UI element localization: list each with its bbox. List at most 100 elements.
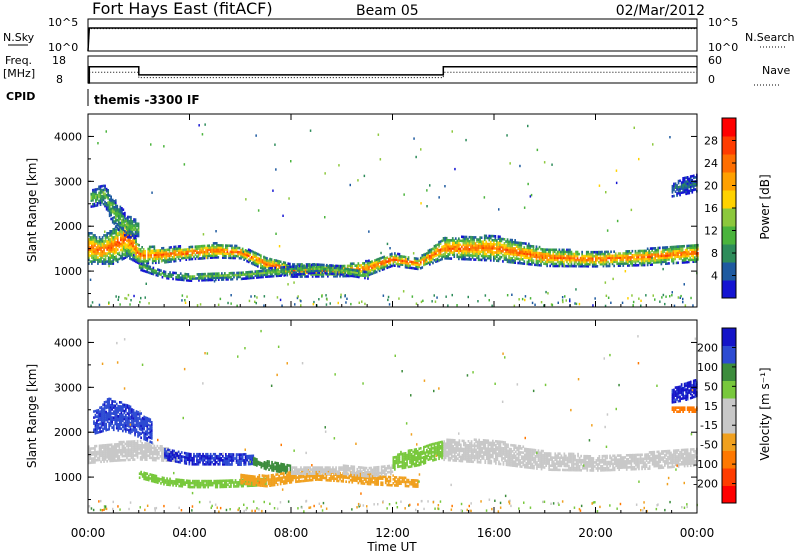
power-band-0-cell bbox=[438, 243, 440, 246]
velocity-band-0-cell bbox=[92, 457, 95, 460]
velocity-band-0-cell bbox=[101, 458, 104, 461]
velocity-band-1-cell bbox=[125, 422, 127, 425]
power-band-0-cell bbox=[588, 258, 591, 262]
power-scatter-cell bbox=[148, 302, 150, 305]
power-band-0-cell bbox=[488, 242, 491, 246]
power-band-0-cell bbox=[432, 253, 434, 257]
power-scatter-cell bbox=[630, 208, 633, 212]
velocity-band-1-cell bbox=[102, 403, 104, 407]
power-band-0-cell bbox=[200, 249, 203, 252]
power-band-0-cell bbox=[135, 256, 137, 259]
power-band-0-cell bbox=[132, 248, 134, 252]
power-band-0-cell bbox=[103, 244, 105, 247]
power-scatter-cell bbox=[340, 293, 342, 296]
power-band-0-cell bbox=[520, 262, 523, 265]
velocity-band-0-cell bbox=[147, 454, 150, 457]
power-band-0-cell bbox=[407, 262, 410, 265]
power-band-0-cell bbox=[135, 246, 137, 249]
power-band-2-cell bbox=[133, 218, 135, 221]
power-band-0-cell bbox=[677, 255, 679, 258]
power-band-0-cell bbox=[165, 252, 168, 256]
velocity-band-1-cell bbox=[132, 429, 135, 432]
power-scatter-cell bbox=[144, 296, 146, 299]
velocity-band-1-cell bbox=[125, 407, 127, 411]
power-band-0-cell bbox=[686, 246, 688, 250]
power-band-0-cell bbox=[468, 241, 471, 245]
velocity-band-0-cell bbox=[161, 447, 163, 450]
power-band-0-cell bbox=[185, 252, 188, 255]
velocity-band-1-cell bbox=[144, 416, 147, 419]
power-band-0-cell bbox=[127, 254, 130, 257]
power-scatter-cell bbox=[160, 260, 163, 263]
power-band-1-cell bbox=[280, 274, 282, 277]
power-band-0-cell bbox=[473, 248, 475, 251]
velocity-band-0-cell bbox=[153, 444, 156, 448]
power-band-3-cell bbox=[686, 176, 689, 179]
power-band-1-cell bbox=[190, 275, 193, 278]
power-band-0-cell bbox=[528, 258, 530, 262]
power-band-0-cell bbox=[357, 268, 360, 271]
power-band-0-cell bbox=[331, 266, 334, 270]
power-band-0-cell bbox=[657, 248, 660, 252]
power-band-2-cell bbox=[119, 215, 122, 219]
velocity-band-2-cell bbox=[165, 454, 168, 457]
freq-label: Freq. bbox=[5, 54, 32, 67]
velocity-band-1-cell bbox=[125, 424, 127, 427]
power-band-0-cell bbox=[187, 254, 189, 257]
power-band-1-cell bbox=[245, 273, 247, 276]
power-band-1-cell bbox=[356, 271, 359, 274]
power-band-0-cell bbox=[680, 253, 682, 256]
power-band-0-cell bbox=[165, 254, 168, 258]
power-band-0-cell bbox=[613, 258, 615, 262]
power-band-0-cell bbox=[512, 243, 515, 246]
power-band-0-cell bbox=[668, 256, 670, 259]
power-band-0-cell bbox=[634, 253, 637, 257]
power-band-1-cell bbox=[246, 277, 249, 280]
power-band-0-cell bbox=[690, 246, 693, 249]
power-band-0-cell bbox=[525, 250, 527, 253]
power-band-0-cell bbox=[692, 244, 695, 247]
velocity-band-0-cell bbox=[118, 455, 121, 458]
velocity-band-0-cell bbox=[123, 440, 125, 444]
power-band-0-cell bbox=[98, 246, 101, 249]
power-band-0-cell bbox=[619, 256, 622, 259]
power-band-0-cell bbox=[660, 258, 663, 262]
velocity-band-0-cell bbox=[112, 447, 115, 450]
velocity-band-1-cell bbox=[94, 432, 97, 435]
power-band-0-cell bbox=[138, 254, 140, 257]
velocity-band-1-cell bbox=[135, 418, 138, 421]
power-band-2-cell bbox=[119, 221, 122, 225]
velocity-band-2-cell bbox=[191, 463, 194, 466]
power-band-2-cell bbox=[130, 236, 132, 239]
power-band-0-cell bbox=[419, 266, 422, 270]
power-band-1-cell bbox=[303, 268, 305, 271]
power-band-2-cell bbox=[134, 222, 137, 225]
power-band-2-cell bbox=[108, 200, 111, 203]
power-band-1-cell bbox=[280, 268, 282, 271]
power-band-2-cell bbox=[90, 199, 93, 202]
velocity-band-1-cell bbox=[135, 424, 138, 427]
power-band-1-cell bbox=[160, 269, 162, 272]
power-band-0-cell bbox=[144, 260, 146, 263]
velocity-band-1-cell bbox=[122, 419, 124, 423]
power-scatter-cell bbox=[382, 294, 385, 297]
power-band-0-cell bbox=[514, 257, 516, 260]
velocity-band-0-cell bbox=[98, 448, 101, 452]
velocity-band-1-cell bbox=[132, 414, 135, 418]
power-band-0-cell bbox=[162, 255, 165, 258]
power-band-0-cell bbox=[489, 236, 492, 240]
power-band-0-cell bbox=[89, 260, 92, 263]
power-band-0-cell bbox=[637, 255, 640, 259]
power-band-3-cell bbox=[692, 176, 695, 180]
power-band-1-cell bbox=[341, 269, 343, 272]
power-band-0-cell bbox=[112, 242, 115, 245]
velocity-band-1-cell bbox=[150, 427, 153, 430]
power-band-0-cell bbox=[136, 243, 139, 246]
velocity-band-0-cell bbox=[98, 446, 101, 450]
power-band-0-cell bbox=[148, 253, 151, 257]
power-band-0-cell bbox=[118, 257, 121, 261]
power-band-0-cell bbox=[199, 251, 201, 254]
power-band-0-cell bbox=[450, 239, 453, 242]
power-band-0-cell bbox=[89, 238, 92, 241]
power-band-0-cell bbox=[164, 261, 166, 264]
